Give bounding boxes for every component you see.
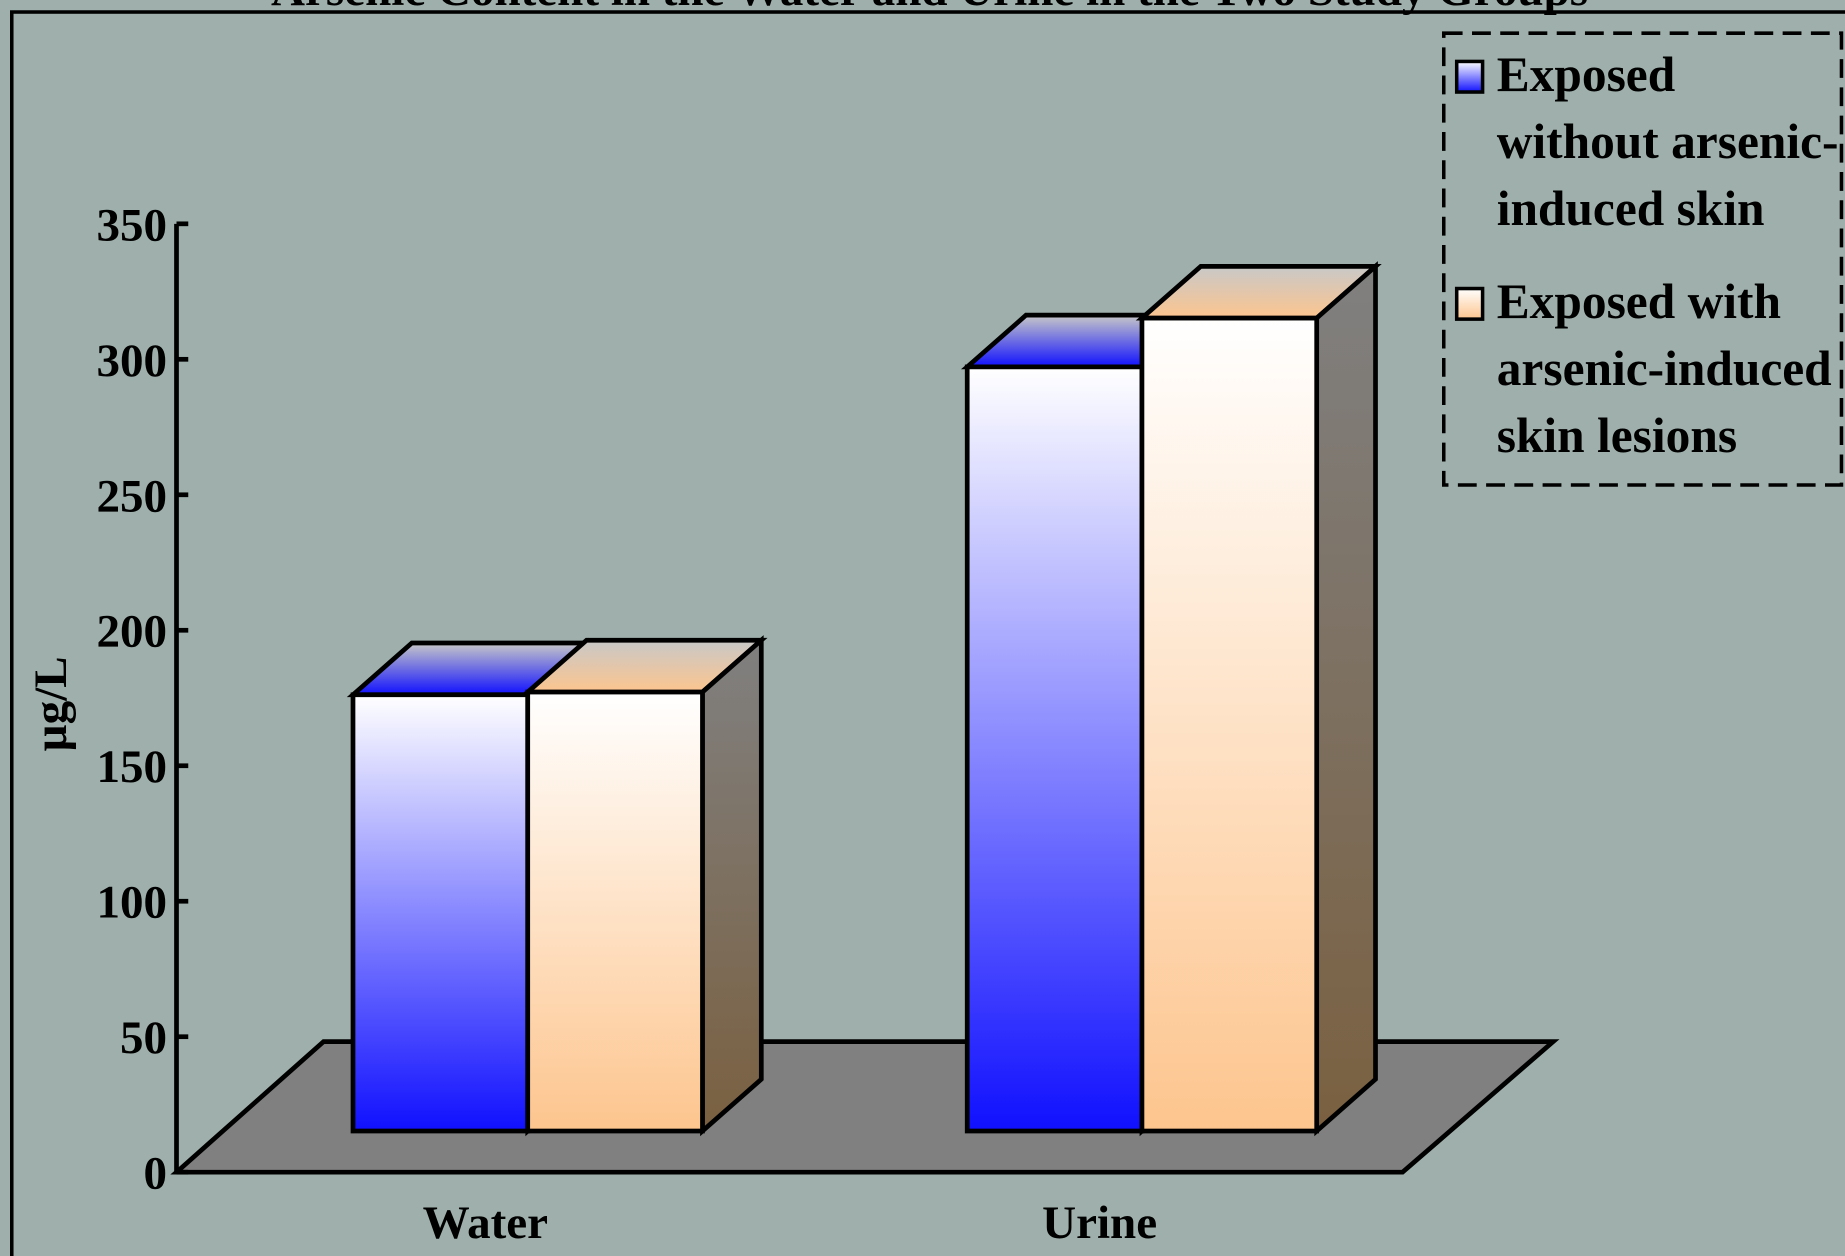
y-tick-label: 250 [97,470,168,522]
y-tick-label: 300 [97,335,168,387]
legend-marker [1454,59,1485,94]
y-axis-label: µg/L [25,656,77,751]
bar-side [1314,261,1378,1137]
bar-side [700,635,764,1137]
bar [525,689,705,1134]
y-tick-label: 200 [97,606,168,658]
legend-box [1441,31,1844,487]
legend-entry: Exposed with arsenic-induced skin lesion… [1496,275,1832,464]
frame [10,10,1845,1256]
x-tick-label: Water [423,1197,548,1249]
legend-label: Exposed with arsenic-induced skin lesion… [1496,275,1832,464]
legend-label: Exposed without arsenic-induced skin les… [1496,48,1839,254]
y-tick-label: 50 [120,1012,167,1064]
y-tick-label: 350 [97,199,168,251]
legend-marker [1454,286,1485,321]
y-tick-label: 150 [97,741,168,793]
chart-title: Arsenic Content in the Water and Urine i… [271,0,1588,16]
legend-entry: Exposed without arsenic-induced skin les… [1496,48,1839,254]
bar [1139,315,1320,1134]
y-tick-label: 100 [97,877,168,929]
bar [350,692,531,1134]
bar [964,364,1145,1134]
y-tick-label: 0 [144,1148,168,1200]
x-tick-label: Urine [1042,1197,1157,1249]
